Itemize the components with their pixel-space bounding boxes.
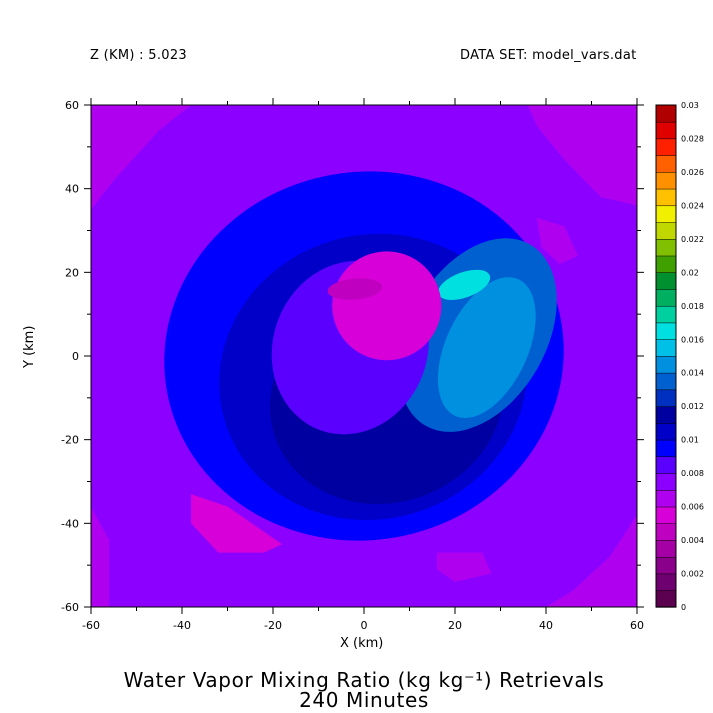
colorbar-label: 0.002	[681, 570, 704, 579]
colorbar-swatch	[655, 372, 677, 391]
contour-corner-nw	[91, 105, 192, 210]
contour-corner-ne	[527, 105, 637, 206]
y-tick-label: -60	[61, 601, 79, 614]
x-tick-label: 0	[361, 619, 368, 632]
colorbar-label: 0.01	[681, 436, 699, 445]
colorbar-swatch	[655, 322, 677, 340]
colorbar-swatch	[655, 539, 677, 558]
colorbar-swatch	[655, 104, 677, 123]
colorbar-swatch	[655, 188, 677, 207]
colorbar-swatch	[655, 171, 677, 190]
colorbar-swatch	[655, 506, 677, 524]
contour-dry-core-min	[327, 278, 383, 300]
colorbar-label: 0.022	[681, 235, 704, 244]
dataset-label: DATA SET: model_vars.dat	[460, 48, 637, 63]
colorbar-swatch	[655, 389, 677, 407]
colorbar-frame	[655, 104, 677, 608]
colorbar-swatch	[655, 272, 677, 290]
contour-patch-sw	[191, 494, 283, 553]
colorbar-swatch	[655, 221, 677, 240]
colorbar-swatch	[655, 405, 677, 424]
colorbar-label: 0.026	[681, 168, 704, 177]
contour-field	[91, 105, 637, 607]
colorbar-label: 0.014	[681, 369, 704, 378]
colorbar-swatch	[655, 573, 677, 591]
x-tick-label: -40	[173, 619, 191, 632]
y-tick-label: -40	[61, 517, 79, 530]
colorbar-swatch	[655, 439, 677, 458]
colorbar-swatch	[655, 590, 677, 608]
y-axis-title: Y (km)	[22, 325, 37, 368]
colorbar-swatch	[655, 154, 677, 173]
colorbar: 0 0.002 0.004 0.006 0.008 0.01 0.012 0.014 0.016…	[655, 101, 704, 612]
colorbar-label: 0.004	[681, 536, 704, 545]
colorbar-swatch	[655, 489, 677, 508]
contour-corner-sw	[91, 506, 110, 607]
chart-title-line2: 240 Minutes	[299, 688, 429, 712]
colorbar-swatch	[655, 556, 677, 575]
colorbar-swatch	[655, 121, 677, 140]
x-tick-label: 40	[539, 619, 553, 632]
contour-moist-band-inner	[437, 277, 536, 418]
contour-moist-max	[438, 269, 491, 300]
y-tick-label: 40	[65, 183, 79, 196]
colorbar-swatch	[655, 138, 677, 156]
y-tick-label: 60	[65, 99, 79, 112]
colorbar-swatch	[655, 255, 677, 273]
colorbar-label: 0.03	[681, 101, 699, 110]
y-tick-label: 20	[65, 266, 79, 279]
contour-corner-se	[546, 515, 637, 607]
x-tick-label: 60	[630, 619, 644, 632]
contour-spot-south	[436, 552, 492, 582]
colorbar-label: 0	[681, 603, 686, 612]
y-tick-label: -20	[61, 434, 79, 447]
x-axis-title: X (km)	[340, 636, 384, 651]
contour-spot-east	[536, 217, 578, 264]
colorbar-label: 0.008	[681, 469, 704, 478]
chart-title-line1: Water Vapor Mixing Ratio (kg kg⁻¹) Retri…	[123, 668, 605, 692]
colorbar-label: 0.016	[681, 335, 704, 344]
colorbar-swatch	[655, 288, 677, 307]
colorbar-swatch	[655, 422, 677, 441]
x-tick-label: 20	[448, 619, 462, 632]
colorbar-label: 0.006	[681, 503, 704, 512]
colorbar-label: 0.018	[681, 302, 704, 311]
z-level-label: Z (KM) : 5.023	[90, 48, 187, 63]
colorbar-swatch	[655, 238, 677, 257]
colorbar-swatch	[655, 339, 677, 357]
x-tick-label: -20	[264, 619, 282, 632]
colorbar-swatch	[655, 305, 677, 324]
x-tick-label: -60	[82, 619, 100, 632]
colorbar-swatch	[655, 355, 677, 374]
axes: -60 -40 -20 0 20 40 60 -60 -40 -20 0 20 40 60	[61, 98, 644, 632]
colorbar-label: 0.024	[681, 201, 704, 210]
colorbar-label: 0.012	[681, 402, 704, 411]
colorbar-swatch	[655, 205, 677, 223]
colorbar-swatch	[655, 523, 677, 541]
colorbar-swatch	[655, 472, 677, 491]
colorbar-swatch	[655, 456, 677, 474]
y-tick-label: 0	[72, 350, 79, 363]
colorbar-label: 0.028	[681, 135, 704, 144]
colorbar-label: 0.02	[681, 268, 699, 277]
